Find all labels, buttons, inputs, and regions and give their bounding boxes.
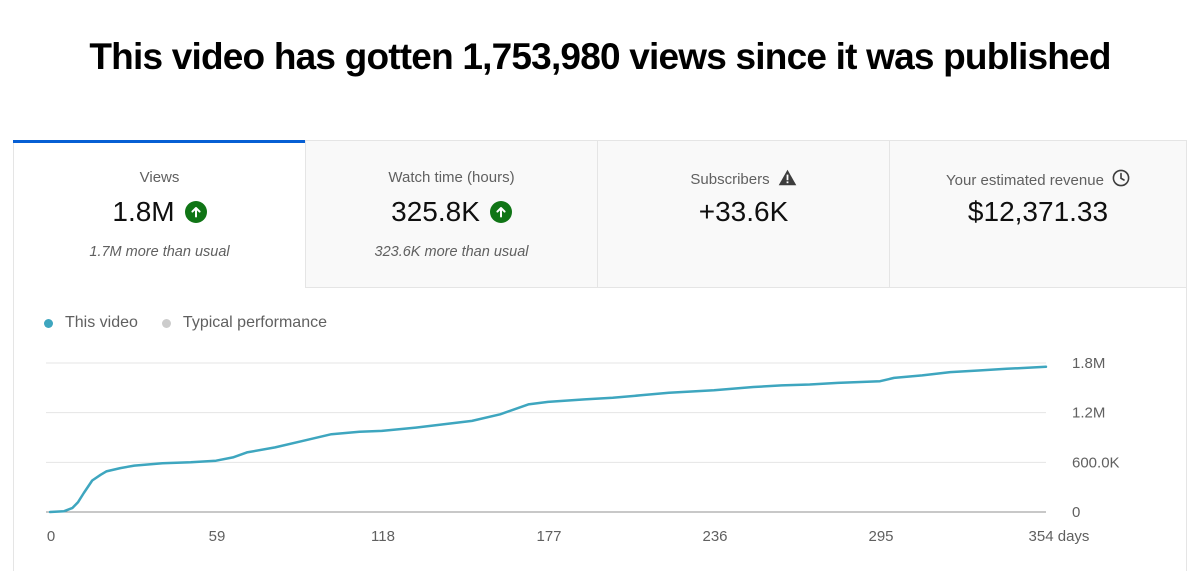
metric-tabs: Views 1.8M 1.7M more than usual Watch ti… <box>13 140 1186 288</box>
tab-views-comparison: 1.7M more than usual <box>89 244 230 260</box>
tab-views-label: Views <box>139 169 180 186</box>
page-headline: This video has gotten 1,753,980 views si… <box>89 36 1111 77</box>
series-line-this-video <box>48 365 1048 514</box>
tab-subscribers-value: +33.6K <box>698 196 789 227</box>
x-tick-label: 59 <box>209 528 226 545</box>
x-tick-label: 354 days <box>1029 528 1090 545</box>
arrow-up-circle-icon <box>489 201 512 223</box>
tab-revenue-label: Your estimated revenue <box>946 171 1104 189</box>
tab-revenue-value: $12,371.33 <box>967 196 1109 227</box>
y-tick-label: 600.0K <box>1072 454 1120 471</box>
tab-subscribers-label: Subscribers <box>690 171 770 188</box>
analytics-card: Views 1.8M 1.7M more than usual Watch ti… <box>13 140 1187 571</box>
legend-this-video[interactable]: This video <box>44 314 138 332</box>
clock-icon[interactable] <box>1112 169 1130 191</box>
x-tick-label: 177 <box>536 528 561 545</box>
arrow-up-circle-icon <box>184 201 207 223</box>
tab-subscribers[interactable]: Subscribers +33.6K <box>598 141 890 288</box>
x-tick-label: 0 <box>47 528 55 545</box>
legend-this-video-label: This video <box>65 314 138 331</box>
tab-watch-time-label: Watch time (hours) <box>388 169 515 186</box>
tab-views[interactable]: Views 1.8M 1.7M more than usual <box>13 140 306 288</box>
y-tick-label: 1.8M <box>1072 355 1105 372</box>
legend-dot-this-video <box>44 318 53 328</box>
x-tick-label: 295 <box>868 528 893 545</box>
y-tick-label: 0 <box>1072 504 1080 521</box>
tab-watch-time-comparison: 323.6K more than usual <box>374 244 529 260</box>
chart-legend: This video Typical performance <box>44 314 351 332</box>
views-line-chart: 0 600.0K 1.2M 1.8M 0 59 118 177 236 295 354 days <box>46 355 1120 545</box>
warning-triangle-icon[interactable] <box>778 169 797 190</box>
legend-typical-performance[interactable]: Typical performance <box>161 314 327 332</box>
legend-dot-typical <box>161 318 171 328</box>
x-tick-label: 118 <box>371 528 395 545</box>
tab-views-value: 1.8M <box>112 196 175 227</box>
tab-estimated-revenue[interactable]: Your estimated revenue $12,371.33 <box>890 141 1186 288</box>
tab-watch-time[interactable]: Watch time (hours) 325.8K 323.6K more th… <box>306 141 598 288</box>
y-tick-label: 1.2M <box>1072 405 1105 422</box>
legend-typical-label: Typical performance <box>182 314 327 331</box>
x-tick-label: 236 <box>702 528 727 545</box>
tab-watch-time-value: 325.8K <box>391 196 480 227</box>
